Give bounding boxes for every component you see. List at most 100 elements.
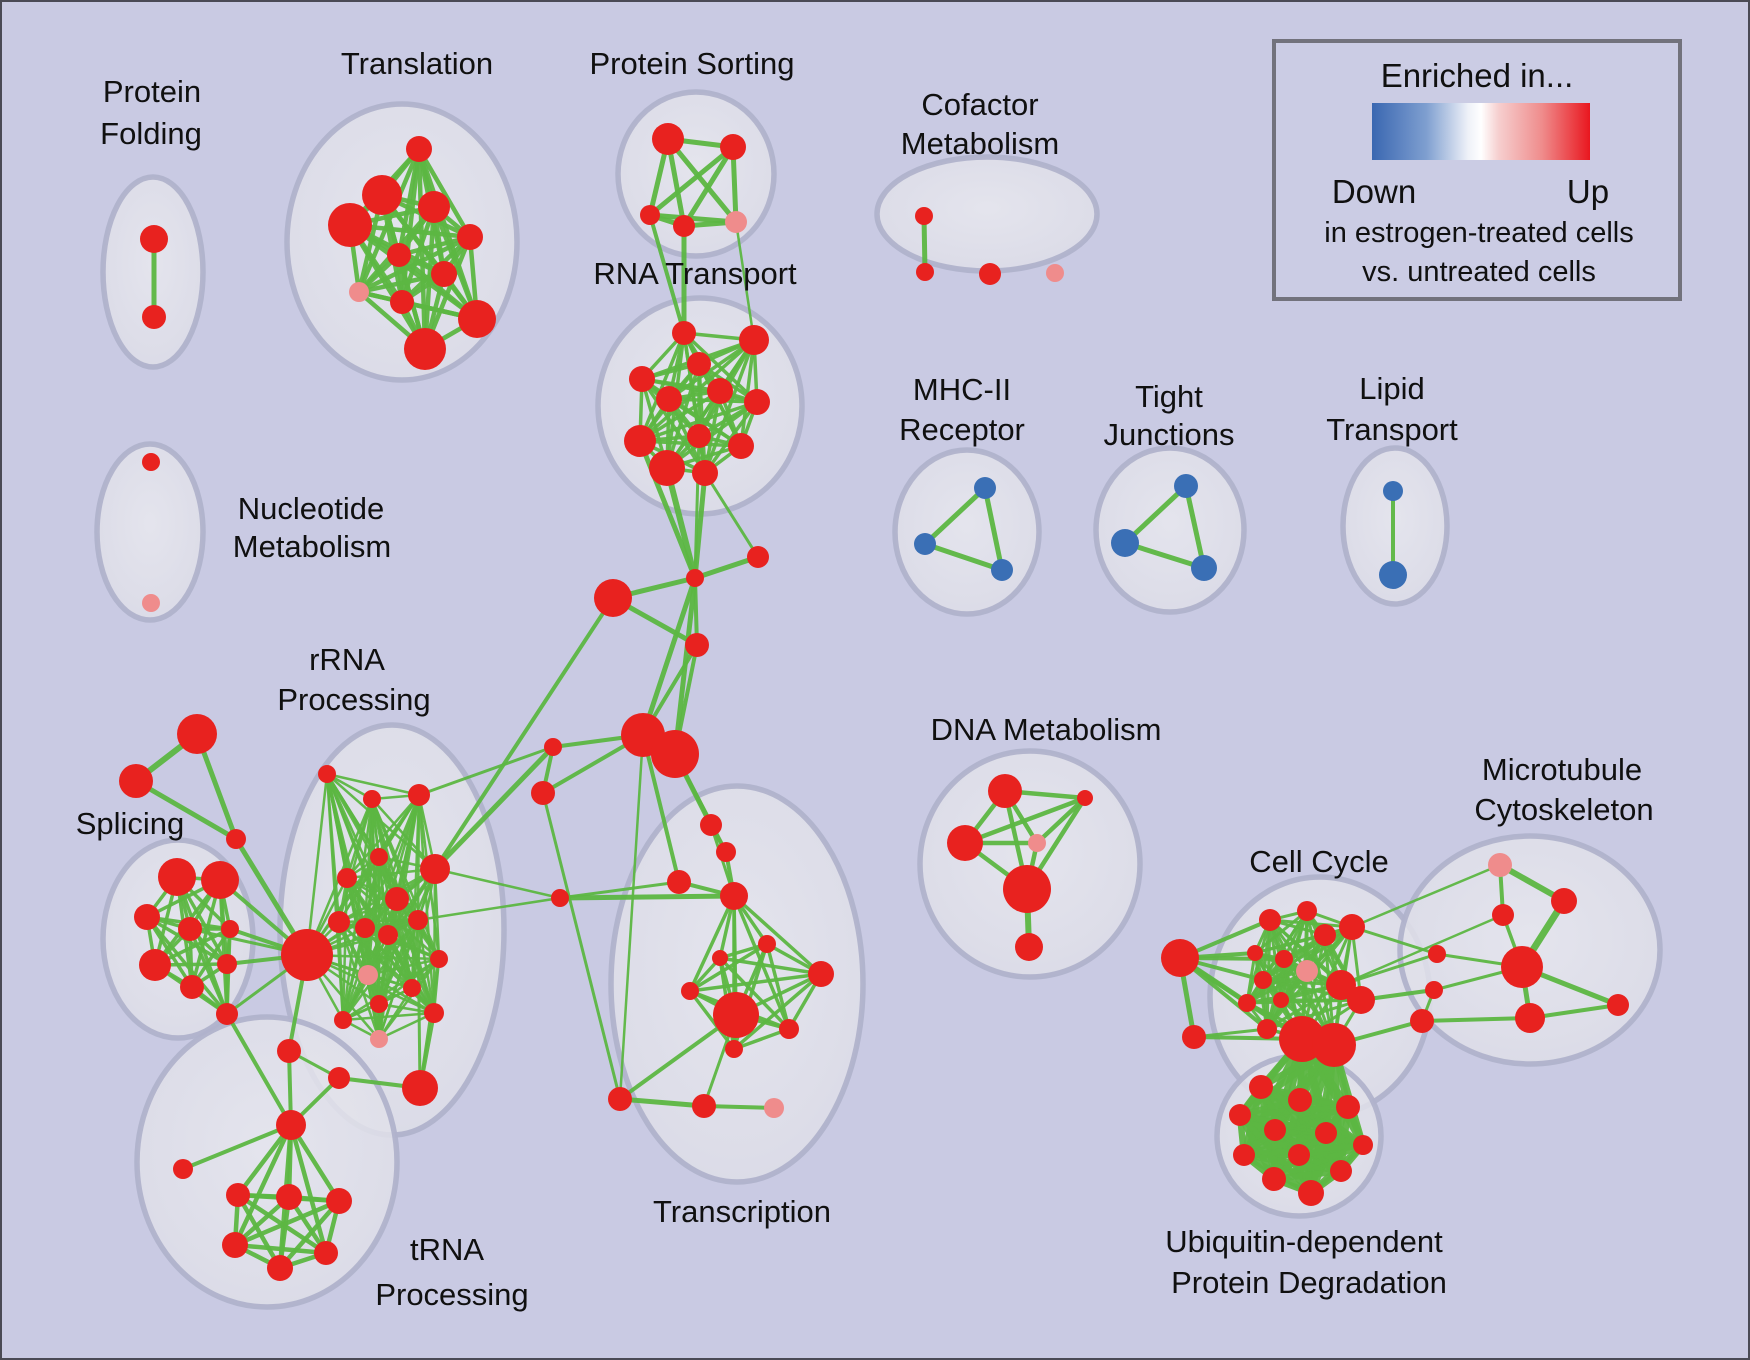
cluster-label-microtubule-cytoskeleton: Microtubule (1482, 752, 1642, 787)
network-node-p3 (640, 205, 660, 225)
cluster-labels-layer: Protein Folding Translation Protein Sorting… (76, 46, 1654, 1312)
network-node-l2 (1379, 561, 1407, 589)
network-node-r3 (629, 366, 655, 392)
network-nodes-layer (119, 123, 1629, 1281)
network-node-p5 (725, 211, 747, 233)
network-node-l1 (1383, 481, 1403, 501)
network-edge (356, 234, 473, 295)
network-node-u12 (1298, 1180, 1324, 1206)
network-edge (232, 1122, 294, 1248)
network-edge (417, 745, 555, 797)
network-node-x1 (700, 814, 722, 836)
network-edge (277, 1198, 342, 1271)
network-node-cc6 (1275, 950, 1293, 968)
network-edge (618, 733, 645, 1101)
network-edge (681, 144, 736, 229)
network-node-t10 (458, 300, 496, 338)
network-edge (416, 146, 473, 240)
legend: Enriched in... Down Up in estrogen-treat… (1272, 39, 1682, 301)
network-node-x11 (725, 1040, 743, 1058)
network-node-tn1 (226, 1183, 250, 1207)
network-node-u5 (1264, 1119, 1286, 1141)
network-node-u8 (1233, 1144, 1255, 1166)
network-node-c9 (531, 781, 555, 805)
cluster-label-rna-transport: RNA Transport (593, 256, 797, 291)
network-edge (133, 778, 239, 842)
network-node-j1 (1174, 474, 1198, 498)
network-node-x9 (713, 992, 759, 1038)
network-node-cll (1182, 1025, 1206, 1049)
network-edge (734, 220, 756, 342)
network-node-cf1 (915, 207, 933, 225)
cluster-label-cell-cycle: Cell Cycle (1249, 844, 1389, 879)
network-node-sp10 (216, 1003, 238, 1025)
network-node-rr4 (370, 848, 388, 866)
network-node-th (276, 1110, 306, 1140)
network-edge (732, 972, 823, 1051)
cluster-label-lipid-transport: Lipid (1359, 371, 1425, 406)
network-node-r4 (687, 352, 711, 376)
network-edge (1261, 925, 1354, 982)
cluster-label-protein-sorting: Protein Sorting (589, 46, 794, 81)
cluster-label-rrna-processing: Processing (277, 682, 430, 717)
network-node-m3 (991, 559, 1013, 581)
network-edge (377, 933, 390, 1041)
network-edge (1253, 909, 1309, 955)
network-edge (188, 927, 229, 1016)
network-node-rr3 (408, 784, 430, 806)
network-node-u2 (1288, 1088, 1312, 1112)
network-edge (618, 1013, 738, 1101)
network-node-p1 (652, 123, 684, 155)
network-node-rr1 (318, 765, 336, 783)
network-node-u7 (1353, 1135, 1373, 1155)
network-node-d5 (1003, 865, 1051, 913)
network-node-rr7 (385, 887, 409, 911)
network-node-j3 (1191, 555, 1217, 581)
network-node-rrH (281, 929, 333, 981)
network-node-sp6 (139, 949, 171, 981)
network-edge (718, 956, 791, 1031)
network-node-cc7 (1296, 960, 1318, 982)
network-node-n2 (142, 594, 160, 612)
cluster-label-transcription: Transcription (653, 1194, 831, 1229)
network-node-rr13 (430, 950, 448, 968)
network-node-cc3 (1314, 924, 1336, 946)
network-edge (1350, 925, 1439, 956)
network-edge (1350, 863, 1502, 929)
network-edge (640, 575, 698, 738)
network-node-conn (551, 889, 569, 907)
cluster-label-microtubule-cytoskeleton: Cytoskeleton (1474, 792, 1653, 827)
network-edge (356, 271, 447, 295)
network-node-mt7 (1410, 1009, 1434, 1033)
network-node-t8 (349, 282, 369, 302)
network-edge (665, 400, 759, 470)
network-node-sp4 (178, 917, 202, 941)
network-edge (921, 213, 928, 275)
cluster-label-protein-folding: Folding (100, 116, 202, 151)
network-edge (377, 1011, 436, 1041)
cluster-label-mhc-ii-receptor: Receptor (899, 412, 1025, 447)
network-edge (641, 733, 681, 884)
network-node-d6 (1015, 933, 1043, 961)
cluster-ellipse-nucleotide-metabolism (94, 441, 206, 623)
network-edge (1420, 1016, 1532, 1023)
network-node-d3 (947, 825, 983, 861)
network-node-rr21 (402, 1070, 438, 1106)
network-edge (432, 744, 556, 872)
network-node-t9 (390, 290, 414, 314)
network-edge (718, 956, 823, 976)
legend-caption-line2: vs. untreated cells (1362, 256, 1596, 288)
network-edge (637, 438, 698, 581)
cluster-label-cofactor-metabolism: Cofactor (921, 87, 1038, 122)
network-edge (305, 772, 329, 957)
network-node-rr14 (403, 979, 421, 997)
network-node-cc1 (1259, 909, 1281, 931)
network-edge (982, 485, 1005, 573)
cluster-label-nucleotide-metabolism: Nucleotide (238, 491, 384, 526)
network-edge (433, 596, 615, 871)
network-node-mt3 (1428, 945, 1446, 963)
network-node-t7 (431, 261, 457, 287)
network-node-pf1 (140, 225, 168, 253)
network-node-sp1 (158, 858, 196, 896)
